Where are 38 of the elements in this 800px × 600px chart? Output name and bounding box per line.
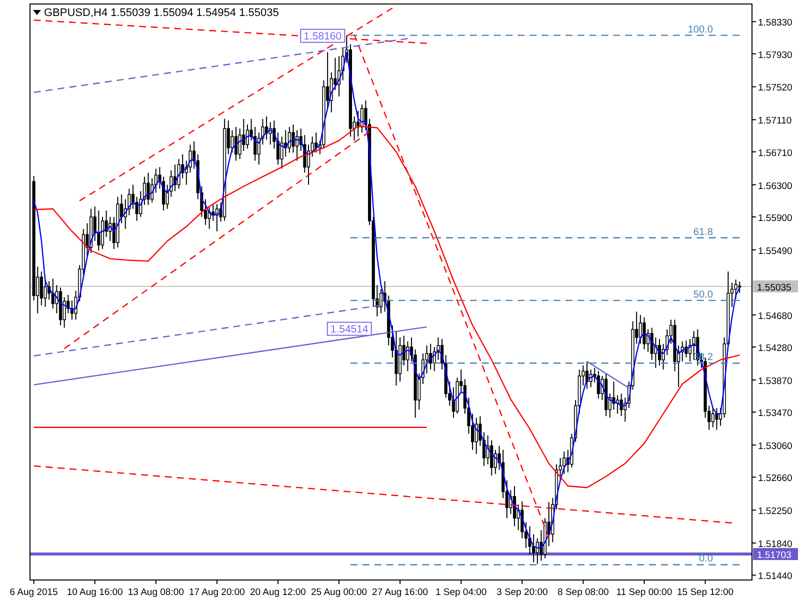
y-tick-label: 1.57110 xyxy=(758,116,792,127)
ref-line-label: 1.55035 xyxy=(757,282,792,294)
y-tick-label: 1.51840 xyxy=(758,539,792,550)
y-tick-label: 1.54280 xyxy=(758,343,792,354)
y-tick-label: 1.57930 xyxy=(758,50,792,61)
y-tick-label: 1.58330 xyxy=(758,18,792,29)
y-tick-label: 1.53060 xyxy=(758,441,792,452)
series-label: 61.8 xyxy=(693,226,714,238)
x-tick-label: 27 Aug 16:00 xyxy=(372,587,428,598)
series-label: 0.0 xyxy=(698,554,714,565)
y-tick-label: 1.55490 xyxy=(758,246,792,257)
x-tick-label: 8 Sep 08:00 xyxy=(558,587,609,598)
y-tick-label: 1.51440 xyxy=(758,571,792,582)
y-tick-label: 1.56300 xyxy=(758,180,792,192)
y-tick-label: 1.53470 xyxy=(758,408,792,420)
series-label: 50.0 xyxy=(693,289,714,300)
x-tick-label: 13 Aug 08:00 xyxy=(128,587,184,598)
annotation: 1.58160 xyxy=(304,30,342,42)
y-tick-label: 1.55900 xyxy=(758,212,792,224)
x-tick-label: 6 Aug 2015 xyxy=(10,587,58,598)
x-tick-label: 11 Sep 00:00 xyxy=(616,587,672,598)
x-tick-label: 10 Aug 16:00 xyxy=(66,587,123,598)
chart-title: GBPUSD,H4 1.55039 1.55094 1.54954 1.55035 xyxy=(44,7,279,19)
series-label: 100.0 xyxy=(688,24,714,36)
x-tick-label: 17 Aug 20:00 xyxy=(188,587,245,598)
x-tick-label: 15 Sep 12:00 xyxy=(677,587,734,598)
y-tick-label: 1.52660 xyxy=(758,473,792,484)
y-tick-label: 1.53870 xyxy=(758,376,792,387)
annotation: 1.54514 xyxy=(330,323,368,336)
y-tick-label: 1.52250 xyxy=(758,506,792,518)
x-tick-label: 20 Aug 12:00 xyxy=(250,587,306,598)
y-tick-label: 1.57520 xyxy=(758,82,792,94)
ref-line-label: 1.51703 xyxy=(757,550,792,562)
x-tick-label: 1 Sep 04:00 xyxy=(435,587,487,598)
y-tick-label: 1.56710 xyxy=(758,148,792,159)
x-tick-label: 25 Aug 00:00 xyxy=(311,587,368,598)
y-tick-label: 1.54680 xyxy=(758,310,792,322)
x-tick-label: 3 Sep 20:00 xyxy=(496,587,548,598)
